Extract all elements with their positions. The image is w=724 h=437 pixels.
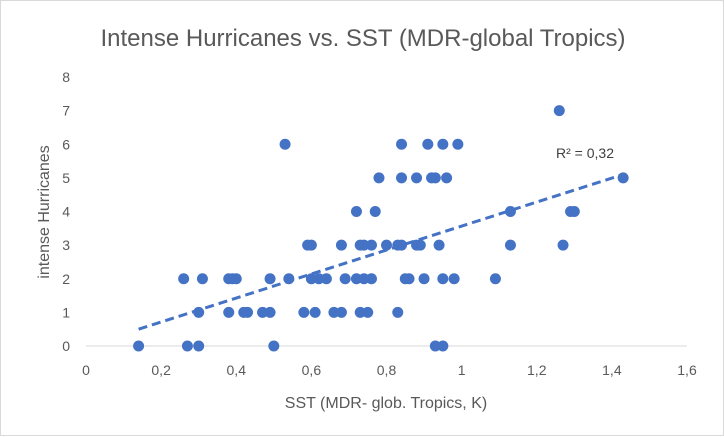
data-point (617, 172, 629, 184)
data-point (305, 239, 317, 251)
trendline (138, 173, 624, 331)
data-point (178, 273, 190, 285)
y-tick-label: 0 (62, 338, 70, 354)
data-point (437, 138, 449, 150)
data-point (414, 239, 426, 251)
y-tick-label: 1 (62, 304, 70, 320)
data-point (335, 306, 347, 318)
data-point (557, 239, 569, 251)
data-point (396, 239, 408, 251)
data-point (365, 239, 377, 251)
data-point (350, 206, 362, 217)
data-point (193, 306, 205, 318)
data-point (335, 239, 347, 251)
data-point (268, 340, 280, 352)
data-point (422, 138, 434, 150)
data-point (230, 273, 242, 285)
data-point (279, 138, 291, 150)
y-tick-label: 6 (62, 136, 70, 152)
y-tick-label: 7 (62, 103, 70, 119)
data-point (365, 273, 377, 285)
y-tick-label: 2 (62, 271, 70, 287)
data-points (133, 105, 629, 352)
data-point (504, 239, 516, 251)
data-point (504, 206, 516, 217)
data-point (418, 273, 430, 285)
y-tick-label: 8 (62, 69, 70, 85)
data-point (392, 306, 404, 318)
data-point (489, 273, 501, 285)
data-point (264, 306, 276, 318)
data-point (369, 206, 381, 217)
data-point (553, 105, 565, 117)
data-point (223, 306, 235, 318)
data-point (362, 306, 374, 318)
data-point (433, 239, 445, 251)
y-tick-label: 4 (62, 204, 70, 220)
x-tick-label: 1,6 (677, 362, 697, 378)
x-axis-title: SST (MDR- glob. Tropics, K) (285, 395, 487, 412)
data-point (339, 273, 351, 285)
data-point (320, 273, 332, 285)
data-point (298, 306, 310, 318)
x-tick-label: 1,2 (527, 362, 547, 378)
x-axis-ticks: 0 0,2 0,4 0,6 0,8 1 1,2 1,4 1,6 (82, 362, 697, 378)
data-point (411, 172, 423, 184)
data-point (133, 340, 145, 352)
x-tick-label: 1 (458, 362, 466, 378)
data-point (396, 138, 408, 150)
data-point (429, 172, 441, 184)
data-point (193, 340, 205, 352)
data-point (196, 273, 208, 285)
data-point (264, 273, 276, 285)
data-point (381, 239, 392, 251)
y-tick-label: 3 (62, 237, 70, 253)
x-tick-label: 0,6 (302, 362, 322, 378)
data-point (437, 340, 449, 352)
data-point (396, 172, 408, 184)
y-axis-ticks: 0 1 2 3 4 5 6 7 8 (62, 69, 70, 354)
data-point (283, 273, 295, 285)
chart-title: Intense Hurricanes vs. SST (MDR-global T… (100, 25, 625, 52)
data-point (568, 206, 580, 217)
data-point (437, 273, 449, 285)
data-point (448, 273, 460, 285)
data-point (181, 340, 193, 352)
x-tick-label: 0,2 (151, 362, 171, 378)
y-tick-label: 5 (62, 170, 70, 186)
x-tick-label: 0,8 (377, 362, 397, 378)
data-point (373, 172, 385, 184)
data-point (309, 306, 321, 318)
y-axis-title: intense Hurricanes (36, 145, 53, 278)
x-tick-label: 1,4 (602, 362, 622, 378)
data-point (452, 138, 464, 150)
x-tick-label: 0,4 (227, 362, 247, 378)
data-point (242, 306, 254, 318)
r-squared-label: R² = 0,32 (556, 145, 614, 161)
data-point (403, 273, 415, 285)
x-tick-label: 0 (82, 362, 90, 378)
data-point (441, 172, 453, 184)
